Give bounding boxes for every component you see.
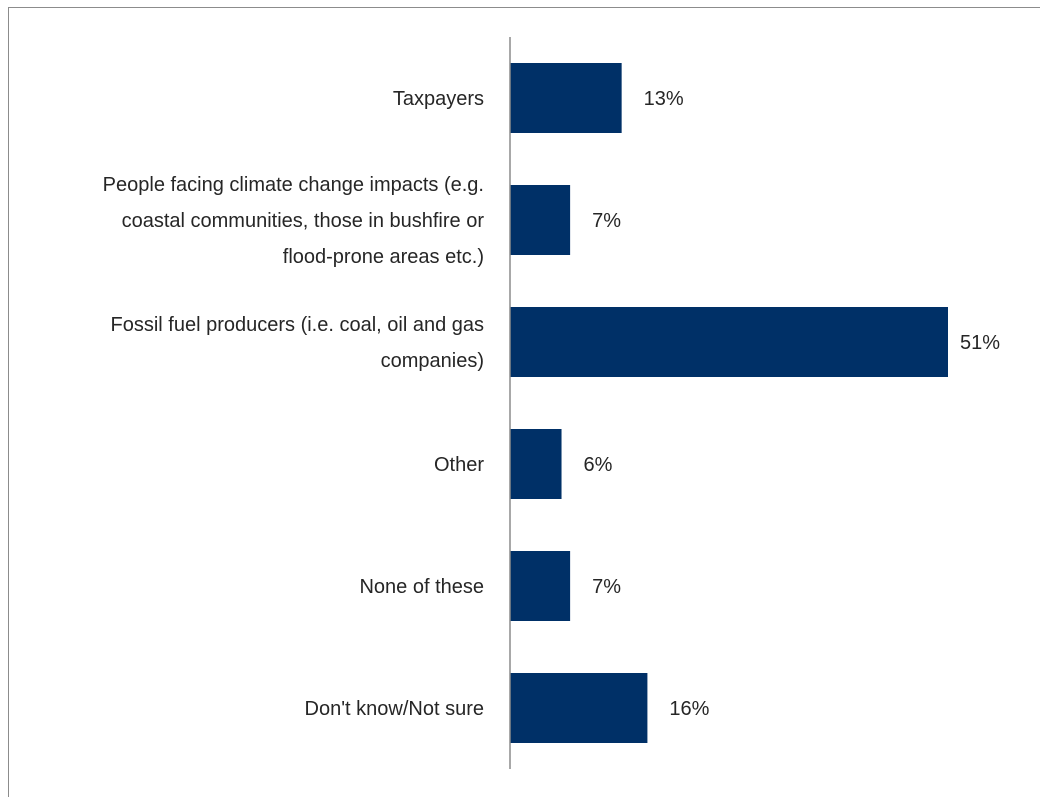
category-label-line: None of these bbox=[359, 576, 484, 598]
value-labels-group: 13% 7% 51% 6% 7% 16% bbox=[584, 88, 1001, 720]
chart-frame bbox=[8, 7, 1040, 797]
category-labels-group: Taxpayers People facing climate change im… bbox=[103, 88, 485, 720]
category-label-line: Fossil fuel producers (i.e. coal, oil an… bbox=[110, 314, 484, 336]
bar-4 bbox=[510, 551, 571, 621]
value-label-5: 16% bbox=[669, 698, 709, 720]
category-label-1: People facing climate change impacts (e.… bbox=[103, 174, 485, 268]
category-label-4: None of these bbox=[359, 576, 484, 598]
category-label-5: Don't know/Not sure bbox=[305, 698, 484, 720]
bar-0 bbox=[510, 63, 622, 133]
value-label-2: 51% bbox=[960, 332, 1000, 354]
category-label-line: companies) bbox=[381, 350, 484, 372]
category-label-0: Taxpayers bbox=[393, 88, 484, 110]
bar-2 bbox=[510, 307, 948, 377]
value-label-1: 7% bbox=[592, 210, 621, 232]
bars-group bbox=[510, 63, 948, 743]
category-label-3: Other bbox=[434, 454, 484, 476]
category-label-line: Other bbox=[434, 454, 484, 476]
bar-3 bbox=[510, 429, 562, 499]
category-label-line: coastal communities, those in bushfire o… bbox=[122, 210, 485, 232]
bar-1 bbox=[510, 185, 571, 255]
value-label-0: 13% bbox=[644, 88, 684, 110]
category-label-line: flood-prone areas etc.) bbox=[283, 246, 484, 268]
value-label-4: 7% bbox=[592, 576, 621, 598]
category-label-line: Taxpayers bbox=[393, 88, 484, 110]
category-label-2: Fossil fuel producers (i.e. coal, oil an… bbox=[110, 314, 484, 372]
category-label-line: People facing climate change impacts (e.… bbox=[103, 174, 484, 196]
value-label-3: 6% bbox=[584, 454, 613, 476]
bar-5 bbox=[510, 673, 648, 743]
category-label-line: Don't know/Not sure bbox=[305, 698, 484, 720]
